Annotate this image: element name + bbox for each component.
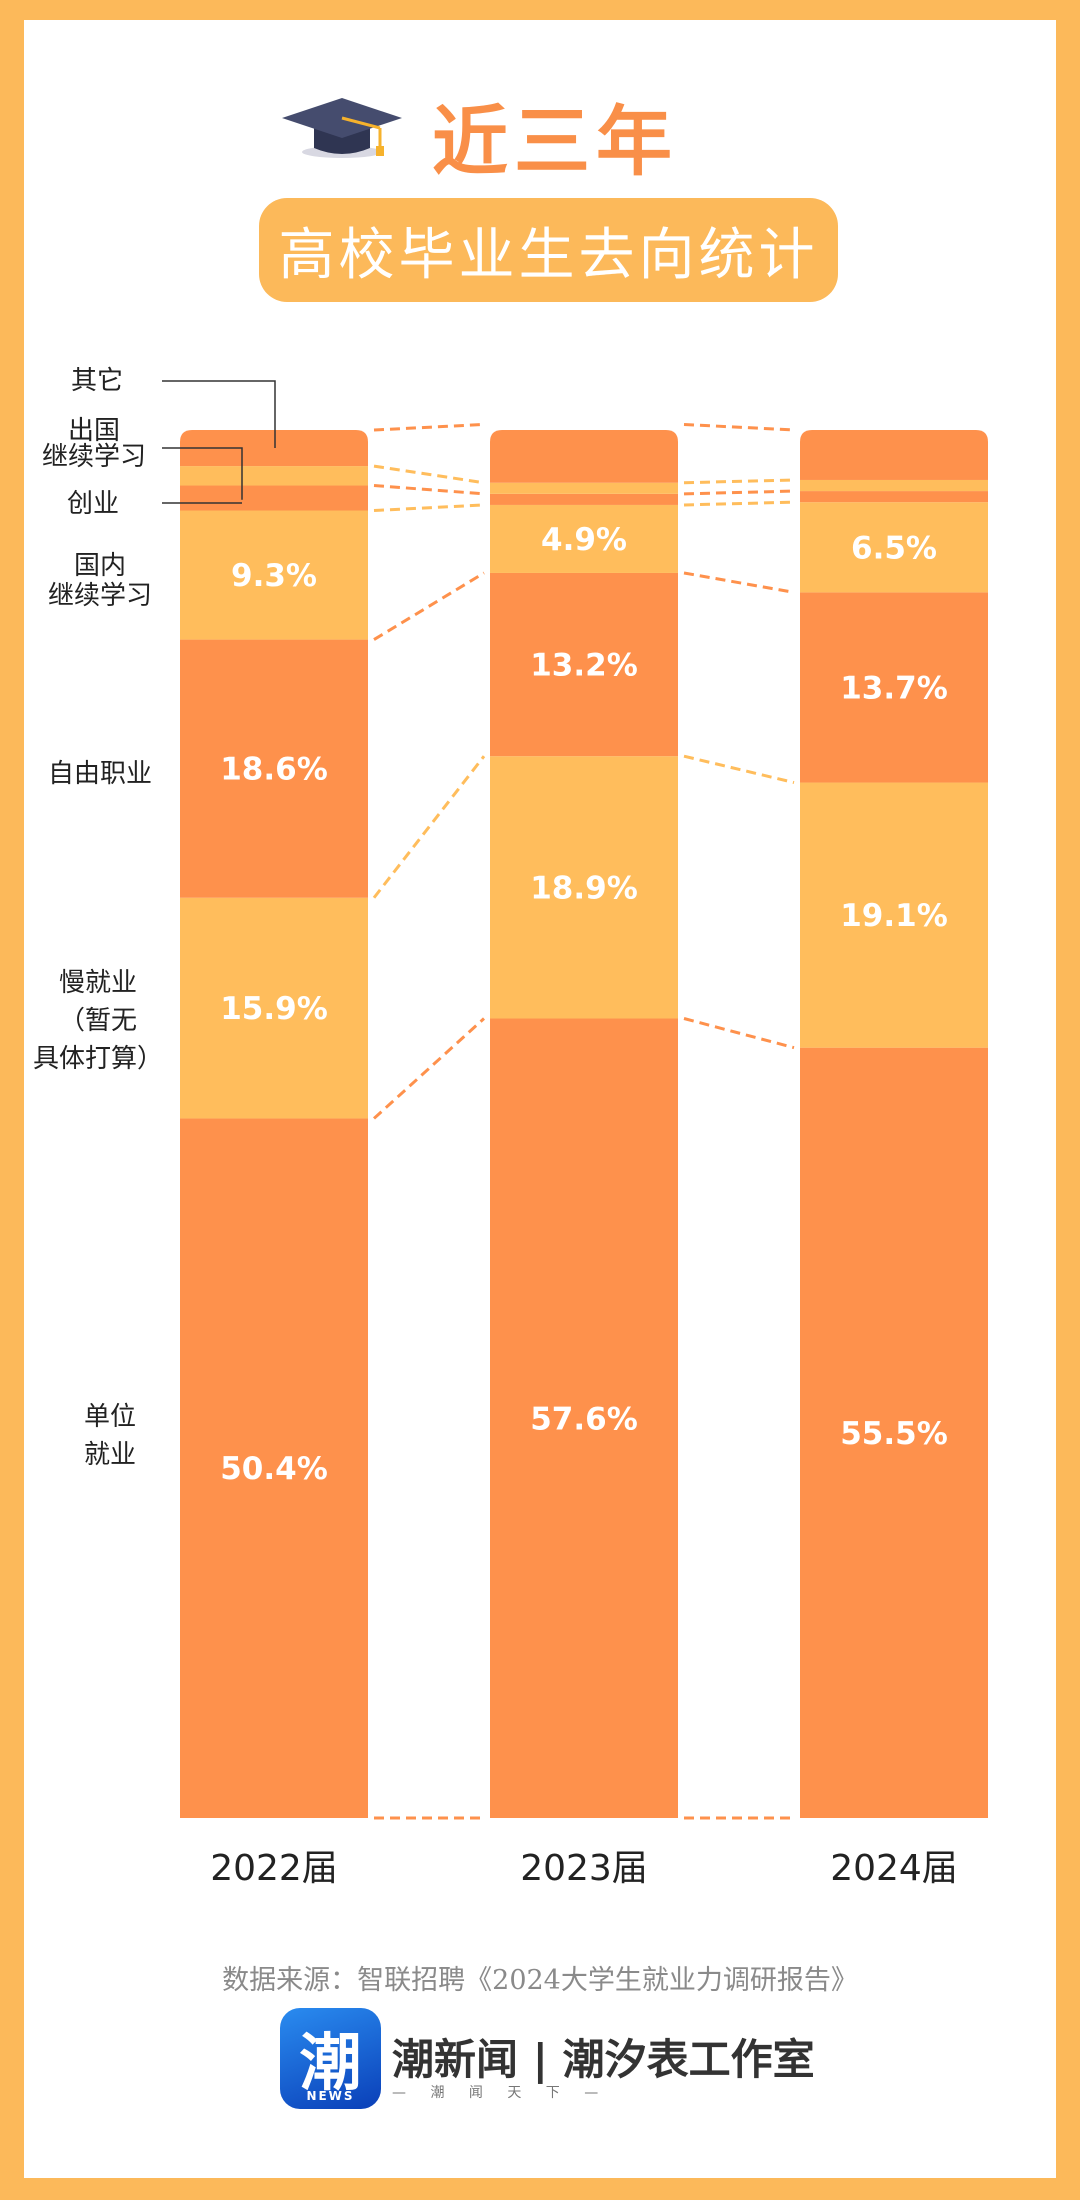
data-source: 数据来源：智联招聘《2024大学生就业力调研报告》	[222, 1965, 858, 1996]
label-slow-employment: 慢就业 （暂无 具体打算）	[32, 968, 163, 1074]
connector-line	[683, 422, 795, 432]
label-domestic-study: 国内 继续学习	[47, 551, 152, 611]
brand-name: 潮新闻 | 潮汐表工作室	[392, 2035, 815, 2084]
connector-lines	[372, 422, 795, 1820]
page-subtitle: 高校毕业生去向统计	[278, 222, 819, 288]
x-tick-label: 2022届	[210, 1848, 338, 1889]
bar-segment	[800, 1047, 988, 1818]
bar-segment	[490, 756, 678, 1019]
leader-line	[162, 447, 243, 500]
connector-line	[372, 1017, 486, 1120]
connector-line	[373, 484, 485, 496]
bar-segment	[800, 502, 988, 593]
bar-segment	[800, 491, 988, 503]
leader-line	[162, 380, 276, 449]
bar-segment	[180, 510, 368, 640]
connector-line	[683, 478, 795, 485]
data-label: 6.5%	[851, 530, 937, 566]
news-logo: 潮 NEWS	[280, 2008, 381, 2109]
data-label: 55.5%	[840, 1416, 948, 1452]
leader-lines	[162, 380, 276, 504]
connector-line	[683, 754, 795, 785]
data-label: 13.7%	[840, 670, 948, 706]
data-label: 4.9%	[541, 522, 627, 558]
x-tick-label: 2023届	[520, 1848, 648, 1889]
bar-segment	[800, 430, 988, 480]
brand-slogan: — 潮 闻 天 下 —	[392, 2085, 609, 2101]
data-label: 57.6%	[530, 1401, 638, 1437]
bar-segment	[490, 430, 678, 483]
bar-2	[800, 430, 988, 1818]
connector-line	[683, 500, 795, 507]
bar-segment	[490, 493, 678, 505]
connector-line	[683, 1017, 795, 1050]
bar-0	[180, 430, 368, 1818]
bar-segment	[800, 782, 988, 1048]
connector-line	[373, 571, 485, 641]
bar-segment	[490, 504, 678, 573]
graduation-cap-icon	[282, 98, 402, 158]
bar-segment	[800, 592, 988, 783]
connector-line	[683, 571, 795, 594]
data-label: 18.9%	[530, 870, 638, 906]
label-other: 其它	[70, 366, 123, 396]
label-freelance: 自由职业	[47, 759, 152, 789]
connector-line	[683, 489, 795, 496]
data-label: 13.2%	[530, 648, 638, 684]
data-label: 9.3%	[231, 558, 317, 594]
data-label: 15.9%	[220, 991, 328, 1027]
connector-line	[373, 464, 485, 485]
data-label: 50.4%	[220, 1451, 328, 1487]
data-labels: 50.4% 15.9% 18.6% 9.3% 57.6% 18.9% 13.2% 4.9% 55…	[220, 522, 948, 1487]
bar-segment	[180, 897, 368, 1119]
connector-line	[373, 503, 485, 513]
stacked-bars	[180, 430, 988, 1818]
bar-segment	[180, 639, 368, 898]
label-startup: 创业	[66, 489, 119, 519]
bar-segment	[180, 485, 368, 511]
bar-segment	[490, 1018, 678, 1818]
subtitle-banner: 高校毕业生去向统计	[259, 198, 838, 302]
logo-character: 潮	[299, 2026, 362, 2099]
label-abroad: 出国 继续学习	[41, 416, 146, 472]
bar-segment	[490, 482, 678, 494]
bar-segment	[800, 479, 988, 492]
x-tick-label: 2024届	[830, 1848, 958, 1889]
logo-news-text: NEWS	[306, 2089, 355, 2103]
connector-line	[373, 422, 485, 432]
label-employed: 单位 就业	[83, 1402, 136, 1470]
bar-segment	[490, 572, 678, 757]
x-tick-labels: 2022届 2023届 2024届	[210, 1848, 958, 1889]
page-title: 近三年	[432, 97, 678, 186]
connector-line	[372, 755, 486, 899]
data-label: 19.1%	[840, 898, 948, 934]
bar-segment	[180, 466, 368, 486]
data-label: 18.6%	[220, 752, 328, 788]
bar-1	[490, 430, 678, 1818]
bar-segment	[180, 1118, 368, 1818]
